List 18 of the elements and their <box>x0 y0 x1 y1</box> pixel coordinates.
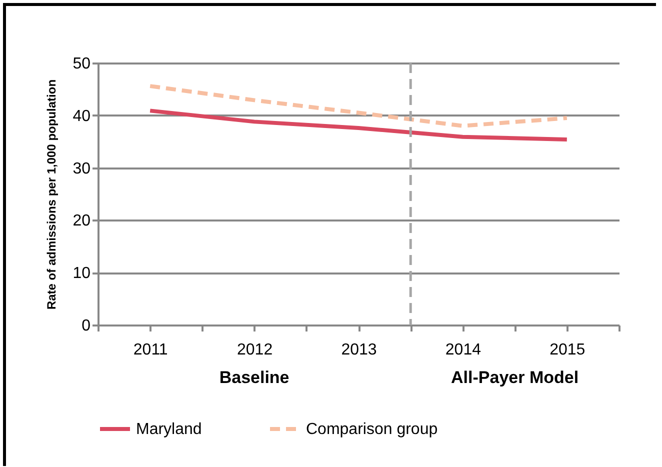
text: Baseline <box>219 368 290 387</box>
x-tick-label: 2011 <box>133 342 168 358</box>
x-tick-label: 2013 <box>341 342 377 358</box>
y-tick-label: 50 <box>72 56 91 72</box>
x-tick-label: 2015 <box>550 342 586 358</box>
line-series <box>148 108 569 142</box>
y-tick-label: 10 <box>72 265 91 282</box>
x-tick-label: 2012 <box>237 342 273 358</box>
y-tick-label: 0 <box>82 318 91 334</box>
y-tick-label: 30 <box>72 160 91 178</box>
x-tick-label: 2014 <box>445 342 482 358</box>
y-tick-label: 20 <box>72 212 91 230</box>
legend-label: Comparison group <box>306 421 438 438</box>
text: All-Payer Model <box>451 368 579 387</box>
legend-label: Maryland <box>136 421 202 438</box>
y-axis-title: Rate of admissions per 1,000 population <box>44 79 59 310</box>
y-tick-label: 40 <box>72 108 91 125</box>
line-series <box>148 84 569 128</box>
